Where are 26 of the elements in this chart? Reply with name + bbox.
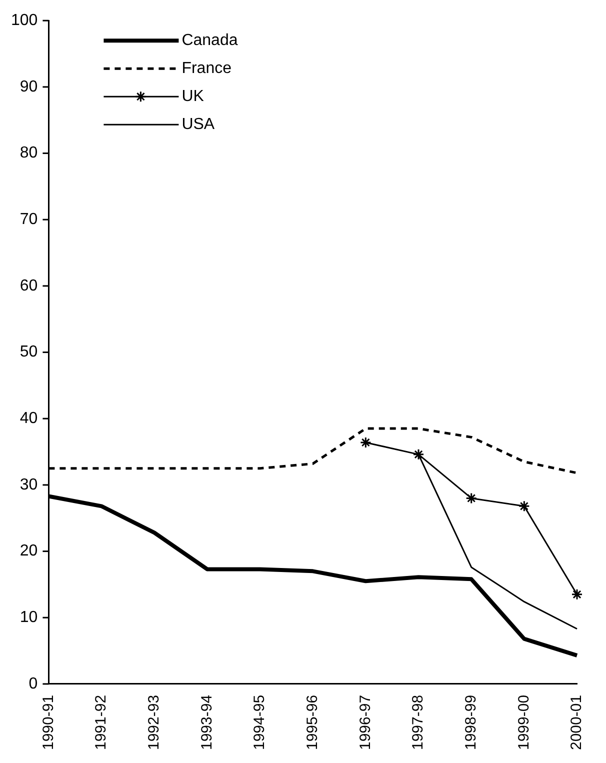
x-tick-label: 1991-92 (92, 694, 110, 750)
y-tick-label: 50 (20, 344, 38, 361)
y-tick-label: 20 (20, 542, 38, 560)
x-tick-label: 1993-94 (198, 694, 216, 750)
y-tick-label: 10 (20, 609, 38, 626)
legend-label: France (182, 60, 232, 78)
y-tick-label: 70 (20, 211, 38, 228)
x-tick-label: 1990-91 (40, 694, 57, 750)
y-tick-label: 100 (10, 12, 38, 30)
x-tick-label: 1994-95 (251, 694, 268, 750)
y-tick-label: 40 (20, 410, 38, 428)
x-tick-label: 2000-01 (568, 694, 586, 750)
legend-label: UK (182, 88, 204, 106)
y-tick-label: 0 (28, 675, 38, 692)
x-tick-label: 1995-96 (304, 694, 321, 750)
x-tick-label: 1997-98 (410, 694, 427, 750)
y-tick-label: 30 (20, 476, 38, 494)
x-tick-label: 1992-93 (145, 694, 162, 750)
y-tick-label: 60 (20, 277, 38, 294)
x-tick-label: 1999-00 (515, 694, 532, 750)
x-tick-label: 1998-99 (462, 694, 480, 750)
legend-label: Canada (182, 32, 238, 50)
y-tick-label: 90 (20, 78, 38, 96)
x-tick-label: 1996-97 (356, 694, 374, 750)
legend-label: USA (182, 116, 215, 134)
y-tick-label: 80 (20, 144, 38, 162)
